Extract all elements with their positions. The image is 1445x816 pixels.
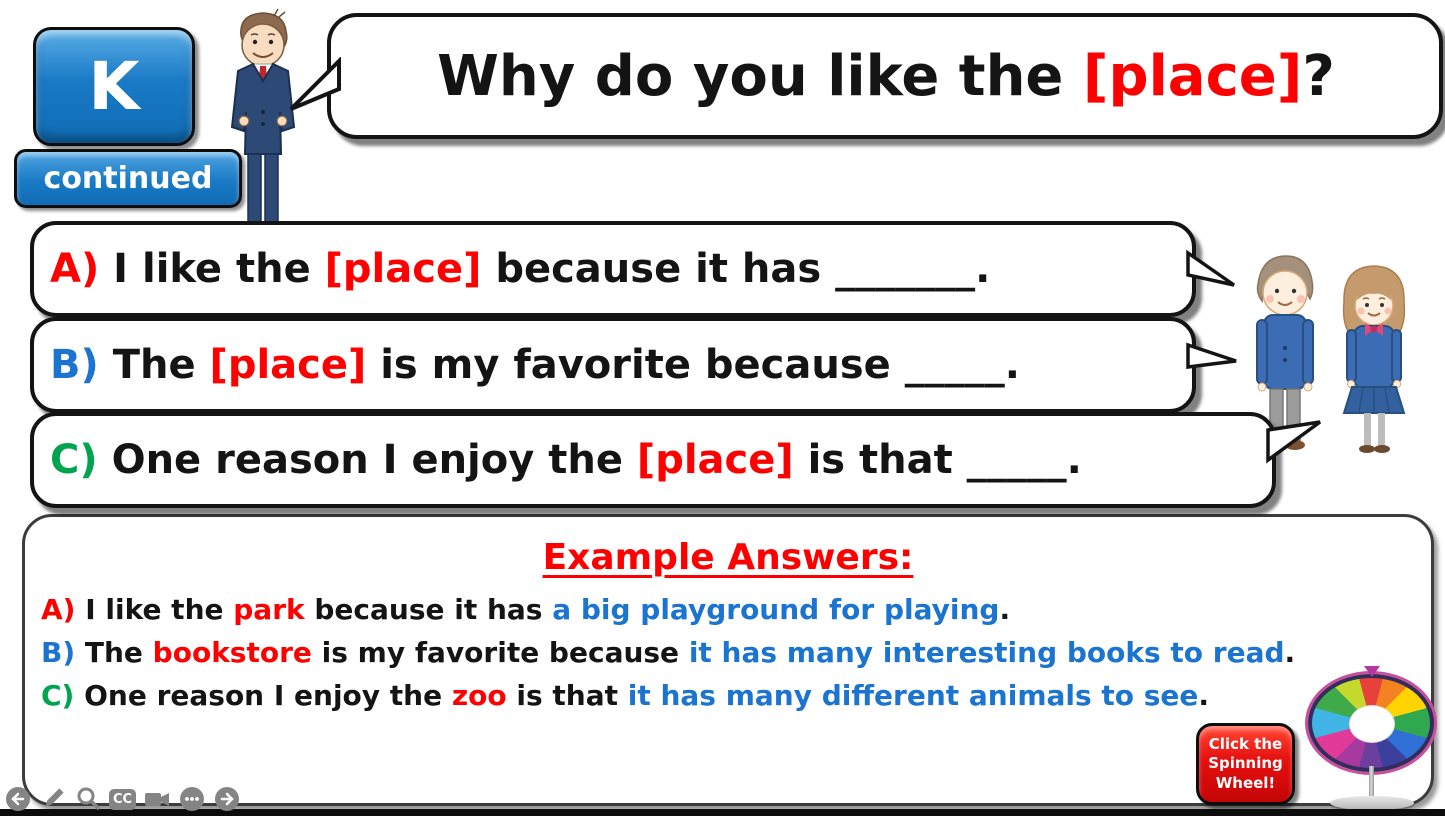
player-toolbar: CC	[4, 785, 241, 813]
prompt-a-text: A) I like the [place] because it has ___…	[50, 246, 991, 292]
example-answers-title: Example Answers:	[542, 537, 914, 578]
letter-key-label: K	[88, 48, 140, 125]
example-line-c: C) One reason I enjoy the zoo is that it…	[41, 679, 1210, 712]
teacher-character	[208, 8, 318, 224]
wheel-pointer-icon	[1364, 666, 1380, 677]
example-line-a: A) I like the park because it has a big …	[41, 593, 1011, 626]
spinning-wheel[interactable]	[1308, 674, 1434, 772]
spin-wheel-button-label: Click the Spinning Wheel!	[1208, 734, 1283, 792]
continued-badge: continued	[14, 149, 242, 208]
title-bubble-tail	[289, 57, 341, 111]
letter-key: K	[33, 27, 195, 146]
spinning-wheel-group[interactable]	[1306, 664, 1438, 814]
next-arrow-icon[interactable]	[213, 785, 241, 813]
prompt-b-text: B) The [place] is my favorite because __…	[50, 342, 1020, 388]
wheel-hub	[1349, 705, 1395, 743]
video-camera-icon[interactable]	[143, 785, 171, 813]
students-characters	[1222, 248, 1434, 460]
prompt-bubble-a-tail	[1186, 249, 1235, 287]
example-line-b: B) The bookstore is my favorite because …	[41, 636, 1296, 669]
back-arrow-icon[interactable]	[4, 785, 32, 813]
prompt-bubble-b: B) The [place] is my favorite because __…	[30, 317, 1237, 413]
wheel-stand-pole	[1369, 766, 1374, 800]
closed-captions-icon[interactable]: CC	[109, 788, 137, 810]
prompt-bubble-b-tail	[1186, 342, 1237, 369]
more-options-icon[interactable]	[178, 785, 206, 813]
title-question-bubble: Why do you like the [place]?	[289, 13, 1443, 139]
title-question-text: Why do you like the [place]?	[437, 43, 1335, 109]
prompt-bubble-c-tail	[1266, 420, 1322, 464]
example-answers-list: A) I like the park because it has a big …	[41, 588, 1431, 717]
students-illustration	[1256, 255, 1406, 453]
prompt-bubble-a: A) I like the [place] because it has ___…	[30, 221, 1235, 317]
wheel-stand-base	[1330, 796, 1414, 810]
teacher-illustration	[230, 8, 296, 224]
prompt-bubble-c: C) One reason I enjoy the [place] is tha…	[30, 412, 1322, 508]
prompt-c-text: C) One reason I enjoy the [place] is tha…	[50, 437, 1082, 483]
continued-badge-label: continued	[43, 161, 213, 196]
bottom-letterbox-bar	[0, 809, 1445, 816]
spin-wheel-button[interactable]: Click the Spinning Wheel!	[1196, 723, 1295, 805]
magnifier-icon[interactable]	[74, 785, 102, 813]
pen-icon[interactable]	[39, 785, 67, 813]
